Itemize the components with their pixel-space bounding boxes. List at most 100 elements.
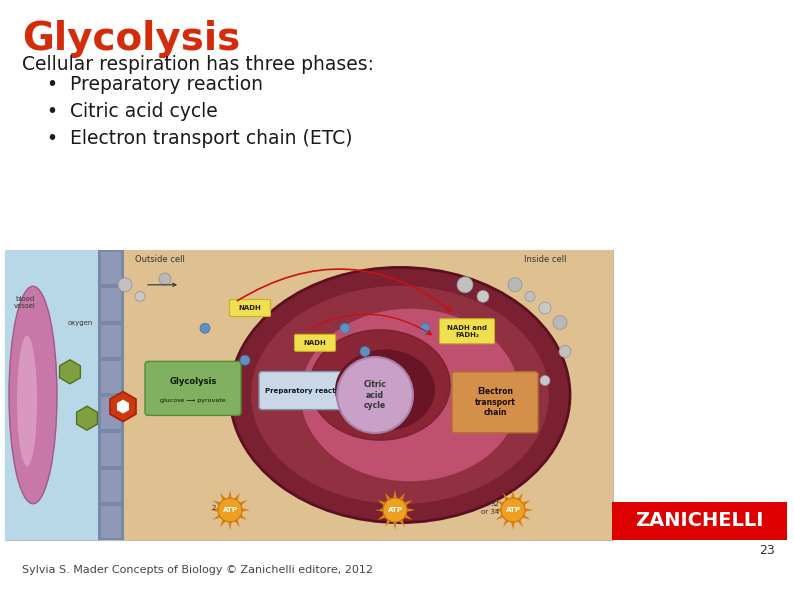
Polygon shape bbox=[404, 515, 412, 520]
Bar bbox=[101, 506, 121, 538]
Polygon shape bbox=[375, 508, 384, 512]
Text: NADH and
FADH₂: NADH and FADH₂ bbox=[447, 325, 487, 338]
Circle shape bbox=[420, 323, 430, 333]
Text: NADH: NADH bbox=[303, 340, 326, 346]
Polygon shape bbox=[117, 400, 129, 414]
FancyArrowPatch shape bbox=[237, 269, 451, 311]
Circle shape bbox=[539, 302, 551, 314]
Bar bbox=[98, 250, 124, 540]
Circle shape bbox=[340, 323, 350, 333]
Text: Outside cell: Outside cell bbox=[135, 255, 185, 264]
Polygon shape bbox=[393, 522, 397, 530]
Circle shape bbox=[360, 346, 370, 356]
Polygon shape bbox=[407, 508, 415, 512]
Bar bbox=[5, 250, 160, 540]
Polygon shape bbox=[522, 500, 530, 506]
Text: Glycolysis: Glycolysis bbox=[169, 377, 217, 386]
Text: •: • bbox=[46, 102, 57, 121]
Polygon shape bbox=[385, 493, 391, 500]
Bar bbox=[101, 252, 121, 284]
FancyArrowPatch shape bbox=[354, 392, 363, 398]
Bar bbox=[124, 250, 613, 540]
Polygon shape bbox=[522, 515, 530, 520]
FancyBboxPatch shape bbox=[452, 372, 538, 433]
Text: •: • bbox=[46, 75, 57, 94]
Polygon shape bbox=[110, 392, 136, 422]
Polygon shape bbox=[525, 508, 533, 512]
Text: blood
vessel: blood vessel bbox=[14, 296, 36, 309]
Text: Citric
acid
cycle: Citric acid cycle bbox=[364, 380, 387, 410]
Polygon shape bbox=[503, 519, 509, 527]
Polygon shape bbox=[378, 515, 386, 520]
Polygon shape bbox=[399, 493, 405, 500]
Polygon shape bbox=[378, 500, 386, 506]
Text: ZANICHELLI: ZANICHELLI bbox=[635, 512, 764, 531]
Polygon shape bbox=[213, 515, 221, 520]
Polygon shape bbox=[385, 519, 391, 527]
Circle shape bbox=[477, 290, 489, 302]
Bar bbox=[101, 288, 121, 321]
Ellipse shape bbox=[9, 286, 57, 504]
Circle shape bbox=[118, 278, 132, 292]
Bar bbox=[5, 250, 613, 540]
Ellipse shape bbox=[310, 330, 450, 440]
Bar bbox=[101, 361, 121, 393]
FancyBboxPatch shape bbox=[229, 299, 271, 317]
Polygon shape bbox=[518, 519, 523, 527]
FancyBboxPatch shape bbox=[440, 319, 495, 344]
Circle shape bbox=[337, 357, 413, 433]
Text: oxygen: oxygen bbox=[67, 320, 93, 325]
Text: 2: 2 bbox=[212, 505, 216, 511]
Polygon shape bbox=[220, 519, 225, 527]
Polygon shape bbox=[228, 490, 232, 498]
Text: Glycolysis: Glycolysis bbox=[22, 20, 241, 58]
Polygon shape bbox=[511, 522, 515, 530]
Text: Preparatory reaction: Preparatory reaction bbox=[264, 387, 348, 394]
Text: Sylvia S. Mader Concepts of Biology © Zanichelli editore, 2012: Sylvia S. Mader Concepts of Biology © Za… bbox=[22, 565, 373, 575]
FancyArrowPatch shape bbox=[148, 283, 176, 286]
Polygon shape bbox=[495, 515, 503, 520]
Circle shape bbox=[240, 355, 250, 365]
Polygon shape bbox=[239, 515, 247, 520]
Text: •: • bbox=[46, 129, 57, 148]
FancyBboxPatch shape bbox=[259, 372, 353, 409]
Circle shape bbox=[553, 315, 567, 330]
Ellipse shape bbox=[230, 267, 570, 522]
Bar bbox=[101, 433, 121, 465]
Polygon shape bbox=[220, 493, 225, 500]
Text: Electron
transport
chain: Electron transport chain bbox=[475, 387, 515, 417]
Circle shape bbox=[501, 498, 525, 522]
Text: Cellular respiration has three phases:: Cellular respiration has three phases: bbox=[22, 55, 374, 74]
Polygon shape bbox=[511, 490, 515, 498]
Polygon shape bbox=[518, 493, 523, 500]
Text: Inside cell: Inside cell bbox=[524, 255, 566, 264]
Polygon shape bbox=[234, 519, 240, 527]
Text: ATP: ATP bbox=[387, 507, 403, 513]
Bar bbox=[101, 469, 121, 502]
FancyArrowPatch shape bbox=[307, 314, 431, 334]
Ellipse shape bbox=[17, 336, 37, 466]
Polygon shape bbox=[493, 508, 501, 512]
Text: 2: 2 bbox=[376, 505, 381, 511]
Ellipse shape bbox=[300, 308, 520, 482]
Circle shape bbox=[218, 498, 242, 522]
Polygon shape bbox=[242, 508, 250, 512]
Text: 23: 23 bbox=[759, 544, 775, 557]
Text: Electron transport chain (ETC): Electron transport chain (ETC) bbox=[70, 129, 353, 148]
Circle shape bbox=[200, 323, 210, 333]
Bar bbox=[101, 397, 121, 429]
Polygon shape bbox=[503, 493, 509, 500]
Circle shape bbox=[135, 292, 145, 302]
Polygon shape bbox=[213, 500, 221, 506]
Circle shape bbox=[559, 346, 571, 358]
Text: glucose ⟶ pyruvate: glucose ⟶ pyruvate bbox=[160, 398, 225, 403]
Polygon shape bbox=[60, 360, 80, 384]
Ellipse shape bbox=[335, 349, 435, 431]
FancyBboxPatch shape bbox=[145, 361, 241, 415]
Circle shape bbox=[525, 292, 535, 302]
Circle shape bbox=[540, 375, 550, 386]
Polygon shape bbox=[210, 508, 218, 512]
Text: 32
or 34: 32 or 34 bbox=[480, 502, 499, 515]
Polygon shape bbox=[234, 493, 240, 500]
Polygon shape bbox=[495, 500, 503, 506]
